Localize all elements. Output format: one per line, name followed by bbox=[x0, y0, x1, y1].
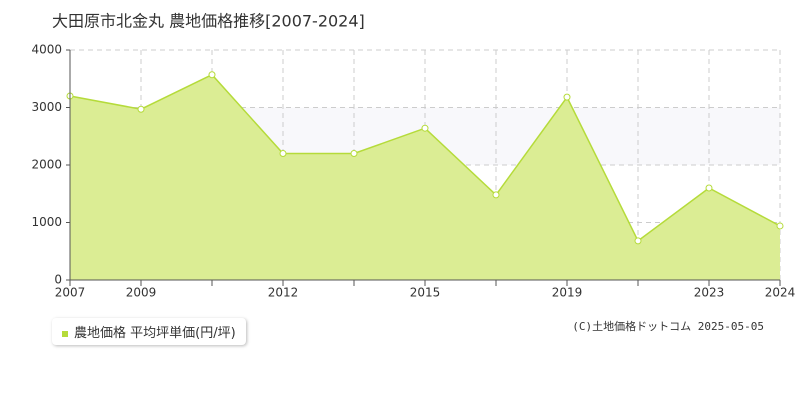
point bbox=[350, 150, 358, 157]
chart-title: 大田原市北金丸 農地価格推移[2007-2024] bbox=[52, 12, 365, 31]
y-tick-label: 1000 bbox=[31, 215, 62, 229]
y-tick-label: 3000 bbox=[31, 100, 62, 114]
x-tick-label: 2012 bbox=[268, 286, 299, 300]
x-tick-label: 2007 bbox=[55, 286, 86, 300]
x-tick-label: 2024 bbox=[765, 286, 796, 300]
x-tick-label: 2009 bbox=[126, 286, 157, 300]
x-tick-label: 2019 bbox=[552, 286, 583, 300]
x-tick-label: 2023 bbox=[694, 286, 725, 300]
credit: (C)土地価格ドットコム 2025-05-05 bbox=[572, 320, 764, 333]
area bbox=[70, 74, 780, 280]
x-tick-label: 2015 bbox=[410, 286, 441, 300]
legend: 農地価格 平均坪単価(円/坪) bbox=[52, 318, 246, 345]
point bbox=[421, 124, 429, 132]
point bbox=[776, 222, 784, 230]
point bbox=[208, 71, 216, 79]
point bbox=[279, 150, 287, 157]
point bbox=[705, 184, 713, 192]
y-tick-label: 4000 bbox=[31, 43, 62, 57]
y-tick-label: 0 bbox=[54, 273, 62, 287]
point bbox=[634, 237, 642, 245]
point bbox=[137, 105, 145, 113]
legend-label: 農地価格 平均坪単価(円/坪) bbox=[74, 326, 236, 341]
point bbox=[492, 191, 500, 199]
y-tick-label: 2000 bbox=[31, 158, 62, 172]
legend-swatch bbox=[62, 330, 68, 337]
point bbox=[563, 93, 571, 101]
